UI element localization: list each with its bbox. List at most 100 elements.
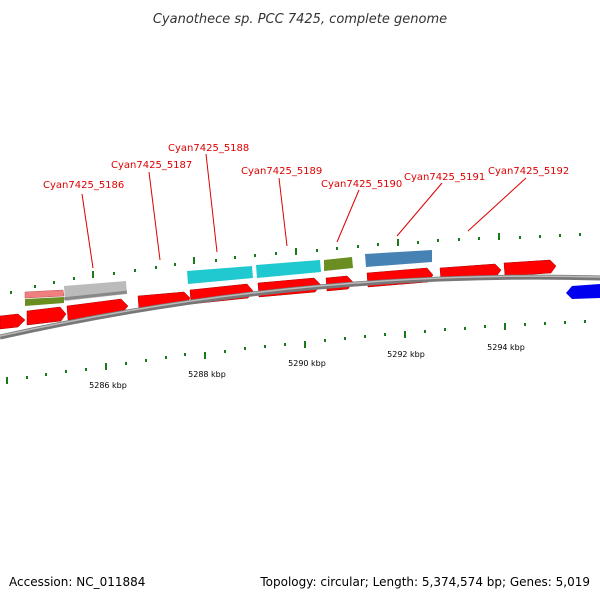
tick-mark [204,352,206,359]
tick-mark [275,252,277,255]
tick-mark [45,373,47,376]
tick-mark [254,254,256,257]
tick-mark [478,237,480,240]
tick-mark [134,269,136,272]
tick-mark [215,259,217,262]
leader-line [278,177,288,247]
feature-olive-2 [324,257,353,271]
tick-mark [336,247,338,250]
leader-line [467,177,527,232]
tick-mark [65,370,67,373]
leader-line [396,182,443,237]
tick-mark [519,236,521,239]
tick-mark [384,333,386,336]
genome-backbone-highlight [0,275,600,337]
gene-label-5188: Cyan7425_5188 [168,143,249,154]
tick-mark [559,234,561,237]
tick-mark [304,341,306,348]
tick-mark [464,327,466,330]
tick-mark [364,335,366,338]
tick-mark [92,271,94,278]
tick-mark [324,339,326,342]
gene-label-5191: Cyan7425_5191 [404,172,485,183]
tick-mark [539,235,541,238]
feature-gray-shadow [64,290,128,301]
feature-cyan-2 [256,260,321,278]
feature-steelblue [365,250,432,267]
tick-mark [34,285,36,288]
gene-label-5190: Cyan7425_5190 [321,179,402,190]
tick-mark [10,291,12,294]
tick-mark [544,322,546,325]
gene-arrow [0,313,26,330]
gene-labels: Cyan7425_5186 Cyan7425_5187 Cyan7425_518… [43,143,569,191]
tick-mark [424,330,426,333]
tick-mark [357,245,359,248]
feature-cyan-1 [187,266,253,284]
tick-mark [504,323,506,330]
gene-label-5187: Cyan7425_5187 [111,160,192,171]
tick-mark [244,347,246,350]
tick-mark [53,281,55,284]
tick-mark [524,323,526,326]
tick-mark [584,320,586,323]
tick-mark [6,377,8,384]
tick-mark [498,233,500,240]
tick-mark [105,363,107,370]
tick-mark [155,266,157,269]
feature-pink [24,289,65,299]
tick-mark [458,238,460,241]
gene-arrow [503,259,557,277]
tick-mark [125,362,127,365]
tick-mark [193,257,195,264]
genome-summary-text: Topology: circular; Length: 5,374,574 bp… [259,575,590,589]
tick-mark [184,353,186,356]
scale-label: 5294 kbp [487,343,525,352]
tick-mark [417,241,419,244]
gene-arrow [26,306,67,326]
feature-olive [25,297,64,306]
gene-label-5186: Cyan7425_5186 [43,180,124,191]
scale-labels: 5286 kbp 5288 kbp 5290 kbp 5292 kbp 5294… [89,343,525,390]
tick-mark [224,350,226,353]
label-leader-lines [81,153,527,269]
reverse-strand-gene [566,284,600,299]
tick-mark [437,239,439,242]
leader-line [148,171,161,261]
tick-mark [284,343,286,346]
tick-mark [295,248,297,255]
leader-line [81,193,94,269]
gene-label-5192: Cyan7425_5192 [488,166,569,177]
inner-tick-row [6,320,586,384]
accession-text: Accession: NC_011884 [9,575,145,589]
scale-label: 5288 kbp [188,370,226,379]
tick-mark [174,263,176,266]
tick-mark [397,239,399,246]
tick-mark [316,249,318,252]
leader-line [336,189,360,243]
tick-mark [344,337,346,340]
tick-mark [73,277,75,280]
feature-track [24,250,432,306]
tick-mark [264,345,266,348]
gene-label-5189: Cyan7425_5189 [241,166,322,177]
tick-mark [484,325,486,328]
tick-mark [404,331,406,338]
tick-mark [234,256,236,259]
tick-mark [564,321,566,324]
map-title: Cyanothece sp. PCC 7425, complete genome [153,12,447,27]
genome-backbone [0,274,600,340]
tick-mark [145,359,147,362]
scale-label: 5286 kbp [89,381,127,390]
scale-label: 5290 kbp [288,359,326,368]
tick-mark [113,272,115,275]
leader-line [205,153,218,253]
tick-mark [444,328,446,331]
tick-mark [26,376,28,379]
tick-mark [579,233,581,236]
tick-mark [85,368,87,371]
outer-tick-row [10,233,581,294]
tick-mark [377,243,379,246]
tick-mark [165,356,167,359]
